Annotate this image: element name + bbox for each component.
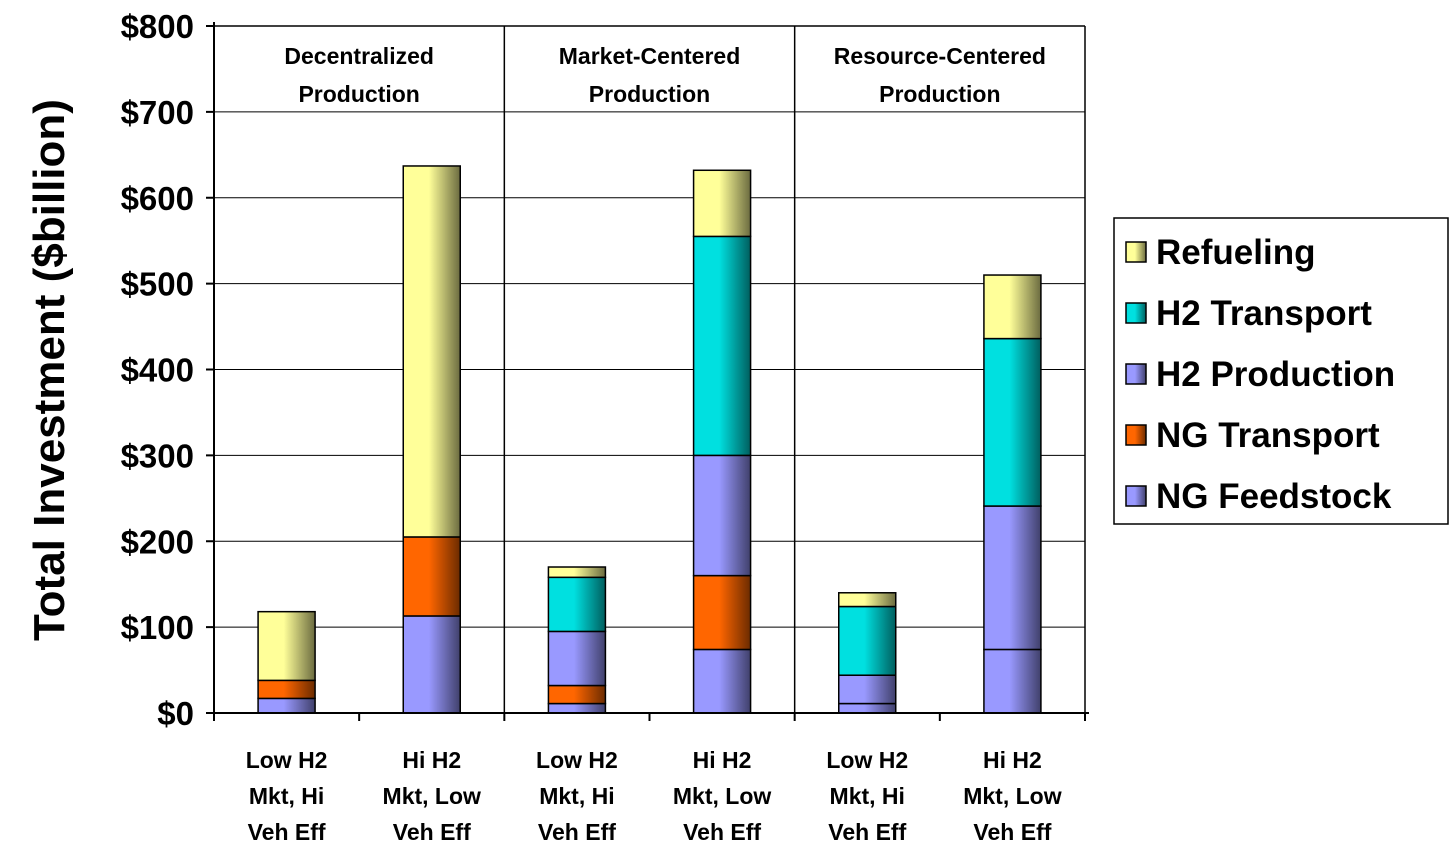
bar-segment-h2-transport: [692, 235, 752, 457]
bar-segment-h2-production: [983, 505, 1042, 651]
bar-segment-ng-feedstock: [983, 648, 1042, 714]
x-category-label: Low H2: [826, 747, 908, 773]
x-category-label: Mkt, Hi: [249, 783, 324, 809]
legend-swatch: [1125, 241, 1147, 263]
legend-label: NG Transport: [1156, 416, 1380, 455]
bars: [257, 165, 1042, 714]
bar-segment-refueling: [692, 169, 752, 238]
bar-segment-h2-production: [838, 674, 897, 705]
x-category-label: Mkt, Low: [963, 783, 1061, 809]
group-label: Decentralized: [284, 43, 434, 69]
legend-swatch: [1125, 485, 1147, 507]
bar-segment-ng-transport: [692, 574, 752, 651]
legend-swatch: [1125, 302, 1147, 324]
y-axis-title: Total Investment ($billion): [25, 99, 74, 641]
legend-swatch: [1125, 363, 1147, 385]
y-tick-label: $600: [121, 180, 194, 217]
x-category-label: Veh Eff: [973, 819, 1051, 845]
group-label: Resource-Centered: [834, 43, 1046, 69]
bar-segment-refueling: [402, 165, 461, 538]
x-category-label: Veh Eff: [248, 819, 326, 845]
gridlines: [214, 25, 1085, 628]
legend-label: H2 Transport: [1156, 294, 1372, 333]
bar-segment-refueling: [838, 592, 897, 608]
bar-segment-refueling: [983, 274, 1042, 340]
bar-segment-h2-transport: [838, 605, 897, 676]
legend-label: H2 Production: [1156, 355, 1395, 394]
bar-segment-refueling: [257, 610, 316, 682]
x-category-label: Low H2: [536, 747, 618, 773]
x-category-label: Low H2: [246, 747, 328, 773]
y-tick-label: $400: [121, 352, 194, 389]
legend: Refueling H2 Transport H2 Production NG Tra…: [1113, 217, 1449, 525]
group-label: Production: [298, 81, 419, 107]
y-tick-label: $100: [121, 609, 194, 646]
x-category-label: Mkt, Hi: [830, 783, 905, 809]
x-category-label: Hi H2: [983, 747, 1042, 773]
bar-segment-h2-production: [692, 454, 752, 577]
bar-segment-ng-feedstock: [838, 702, 897, 714]
group-separators: [503, 26, 796, 713]
y-tick-label: $0: [157, 695, 194, 732]
x-category-label: Veh Eff: [393, 819, 471, 845]
legend-swatch: [1125, 424, 1147, 446]
bar-segment-ng-feedstock: [692, 648, 752, 714]
y-tick-label: $700: [121, 94, 194, 131]
bar-segment-h2-transport: [983, 337, 1042, 507]
legend-box: [1113, 217, 1449, 525]
bar-segment-h2-production: [547, 630, 607, 687]
x-category-label: Veh Eff: [538, 819, 616, 845]
y-tick-label: $200: [121, 523, 194, 560]
y-tick-label: $500: [121, 266, 194, 303]
y-tick-label: $300: [121, 437, 194, 474]
bar-segment-h2-transport: [547, 576, 607, 633]
legend-label: NG Feedstock: [1156, 477, 1392, 516]
x-category-label: Mkt, Hi: [539, 783, 614, 809]
group-label: Production: [879, 81, 1000, 107]
x-category-label: Mkt, Low: [673, 783, 771, 809]
legend-label: Refueling: [1156, 233, 1315, 272]
bar-segment-refueling: [547, 566, 607, 579]
axes: [206, 22, 1089, 721]
group-label: Production: [589, 81, 710, 107]
bar-segment-ng-feedstock: [257, 697, 316, 714]
x-category-label: Veh Eff: [683, 819, 761, 845]
group-label: Market-Centered: [559, 43, 741, 69]
labels: $0 $100 $200 $300 $400 $500 $600 $700 $800 Low H2…: [121, 8, 1062, 845]
x-category-label: Hi H2: [402, 747, 461, 773]
bar-segment-ng-transport: [402, 536, 461, 617]
bar-segment-ng-feedstock: [547, 702, 607, 714]
bar-segment-ng-transport: [257, 679, 316, 700]
bar-segment-ng-feedstock: [402, 615, 461, 714]
x-category-label: Mkt, Low: [383, 783, 481, 809]
x-category-label: Veh Eff: [828, 819, 906, 845]
bar-segment-ng-transport: [547, 684, 607, 705]
x-category-label: Hi H2: [693, 747, 752, 773]
y-tick-label: $800: [121, 8, 194, 45]
